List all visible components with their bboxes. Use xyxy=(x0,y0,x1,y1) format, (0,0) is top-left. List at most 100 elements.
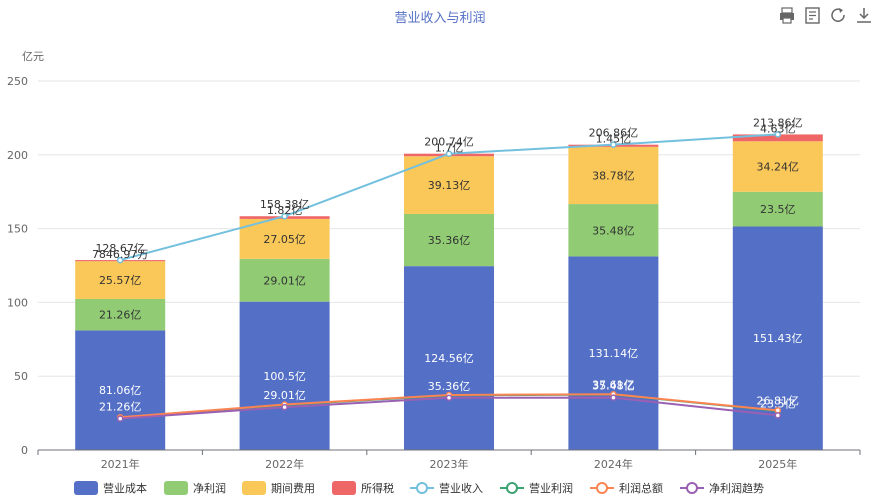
bar-segment-label: 38.78亿 xyxy=(592,169,635,182)
legend-item[interactable]: 净利润趋势 xyxy=(680,481,764,495)
legend-swatch xyxy=(242,481,266,495)
y-axis-ticks: 0 50 100 150 200 250 xyxy=(7,75,28,457)
legend-swatch xyxy=(74,481,98,495)
legend-item[interactable]: 营业利润 xyxy=(500,481,573,495)
line-point-label: 158.38亿 xyxy=(260,198,310,211)
series-point[interactable] xyxy=(116,256,124,264)
x-tick-label: 2024年 xyxy=(594,457,633,471)
legend-marker xyxy=(686,482,698,494)
legend-item[interactable]: 利润总额 xyxy=(590,481,663,495)
y-tick-label: 50 xyxy=(14,370,28,383)
legend-marker xyxy=(596,482,608,494)
line-point-label: 200.74亿 xyxy=(424,136,474,149)
legend-label: 营业收入 xyxy=(439,481,483,495)
y-tick-label: 150 xyxy=(7,223,28,236)
x-tick-label: 2021年 xyxy=(101,457,140,471)
bar-segment[interactable] xyxy=(239,218,330,259)
line-point-label: 37.61亿 xyxy=(592,378,635,391)
legend-item[interactable]: 净利润 xyxy=(164,481,226,495)
bar-segment-label: 23.5亿 xyxy=(760,203,796,216)
bar-segment-label: 21.26亿 xyxy=(99,309,142,322)
print-icon[interactable] xyxy=(780,7,794,24)
legend-swatch xyxy=(332,481,356,495)
line-point-label: 23.5亿 xyxy=(760,397,796,410)
series-point[interactable] xyxy=(610,141,617,148)
legend-marker xyxy=(506,482,518,494)
legend-label: 利润总额 xyxy=(619,481,663,495)
chart-title: 营业收入与利润 xyxy=(394,11,485,26)
bar-segment[interactable] xyxy=(75,298,166,331)
bar-segment[interactable] xyxy=(404,213,494,267)
y-tick-label: 0 xyxy=(21,444,28,457)
y-tick-label: 200 xyxy=(7,149,28,162)
lines xyxy=(116,131,782,422)
bars xyxy=(75,134,823,450)
series-point[interactable] xyxy=(281,212,288,220)
series-point[interactable] xyxy=(610,394,617,401)
bar-segment[interactable] xyxy=(239,258,330,302)
series-point[interactable] xyxy=(774,131,782,138)
line-point-label: 128.67亿 xyxy=(95,242,145,255)
line-point-label: 213.86亿 xyxy=(753,116,803,129)
bar-segment-label: 81.06亿 xyxy=(99,384,142,397)
download-icon[interactable] xyxy=(857,8,871,23)
bar-segment-label: 35.36亿 xyxy=(428,234,471,247)
bar-segment-label: 124.56亿 xyxy=(424,352,474,365)
legend: 营业成本 净利润 期间费用 所得税 营业收入 营业利润 利润总额 净利润趋势 xyxy=(74,481,764,495)
legend-item[interactable]: 期间费用 xyxy=(242,481,315,495)
series-point[interactable] xyxy=(445,394,453,402)
series-point[interactable] xyxy=(116,415,124,422)
bar-segment[interactable] xyxy=(732,141,823,192)
restore-icon[interactable] xyxy=(831,8,845,22)
bar-segment-label: 4.63亿 xyxy=(760,122,796,135)
bar-segment[interactable] xyxy=(732,134,823,142)
y-axis-unit: 亿元 xyxy=(22,50,44,63)
legend-label: 期间费用 xyxy=(271,482,315,495)
legend-marker xyxy=(416,482,428,494)
bar-segment-label: 35.48亿 xyxy=(592,224,635,237)
x-tick-label: 2025年 xyxy=(758,457,797,471)
line-point-label: 29.01亿 xyxy=(263,389,306,402)
line-point-label: 206.86亿 xyxy=(589,127,639,140)
bar-segment-label: 25.57亿 xyxy=(99,274,142,287)
bar-segment-label: 29.01亿 xyxy=(263,274,306,287)
bar-segment-label: 131.14亿 xyxy=(589,347,639,360)
legend-label: 营业利润 xyxy=(529,481,573,495)
bar-segment-label: 100.5亿 xyxy=(263,370,306,383)
line-point-label: 35.36亿 xyxy=(428,380,471,393)
series-point[interactable] xyxy=(445,150,453,157)
bar-segment-label: 1.7亿 xyxy=(435,142,464,155)
bar-segment[interactable] xyxy=(404,266,494,450)
series-point[interactable] xyxy=(774,412,782,419)
data-labels: 81.06亿 21.26亿 25.57亿 7846.97万 100.5亿 29.01亿 27… xyxy=(92,116,803,413)
bar-segment[interactable] xyxy=(239,301,330,450)
bar-segment[interactable] xyxy=(75,261,166,299)
x-tick-label: 2023年 xyxy=(430,457,469,471)
x-axis: 2021年 2022年 2023年 2024年 2025年 xyxy=(37,449,861,471)
legend-swatch xyxy=(164,481,188,495)
bar-segment[interactable] xyxy=(568,146,659,205)
data-view-icon[interactable] xyxy=(805,7,820,24)
legend-label: 净利润趋势 xyxy=(709,481,764,495)
legend-item[interactable]: 所得税 xyxy=(332,481,394,495)
legend-label: 净利润 xyxy=(193,481,226,495)
line-point-label: 21.26亿 xyxy=(99,401,142,414)
line-point-label: 26.81亿 xyxy=(757,394,800,407)
bar-segment-label: 7846.97万 xyxy=(92,248,149,261)
bar-segment[interactable] xyxy=(75,330,166,450)
bar-segment-label: 34.24亿 xyxy=(757,161,800,174)
x-tick-label: 2022年 xyxy=(265,457,304,471)
legend-item[interactable]: 营业收入 xyxy=(410,481,483,495)
bar-segment[interactable] xyxy=(568,256,659,450)
bar-segment-label: 1.45亿 xyxy=(596,133,632,146)
legend-label: 营业成本 xyxy=(103,481,147,495)
bar-segment-label: 151.43亿 xyxy=(753,332,803,345)
bar-segment[interactable] xyxy=(732,191,823,227)
bar-segment-label: 27.05亿 xyxy=(263,233,306,246)
series-point[interactable] xyxy=(281,403,288,411)
y-tick-label: 250 xyxy=(7,75,28,88)
line-point-label: 35.48亿 xyxy=(592,380,635,393)
bar-segment[interactable] xyxy=(568,204,659,257)
legend-label: 所得税 xyxy=(361,481,394,495)
legend-item[interactable]: 营业成本 xyxy=(74,481,147,495)
